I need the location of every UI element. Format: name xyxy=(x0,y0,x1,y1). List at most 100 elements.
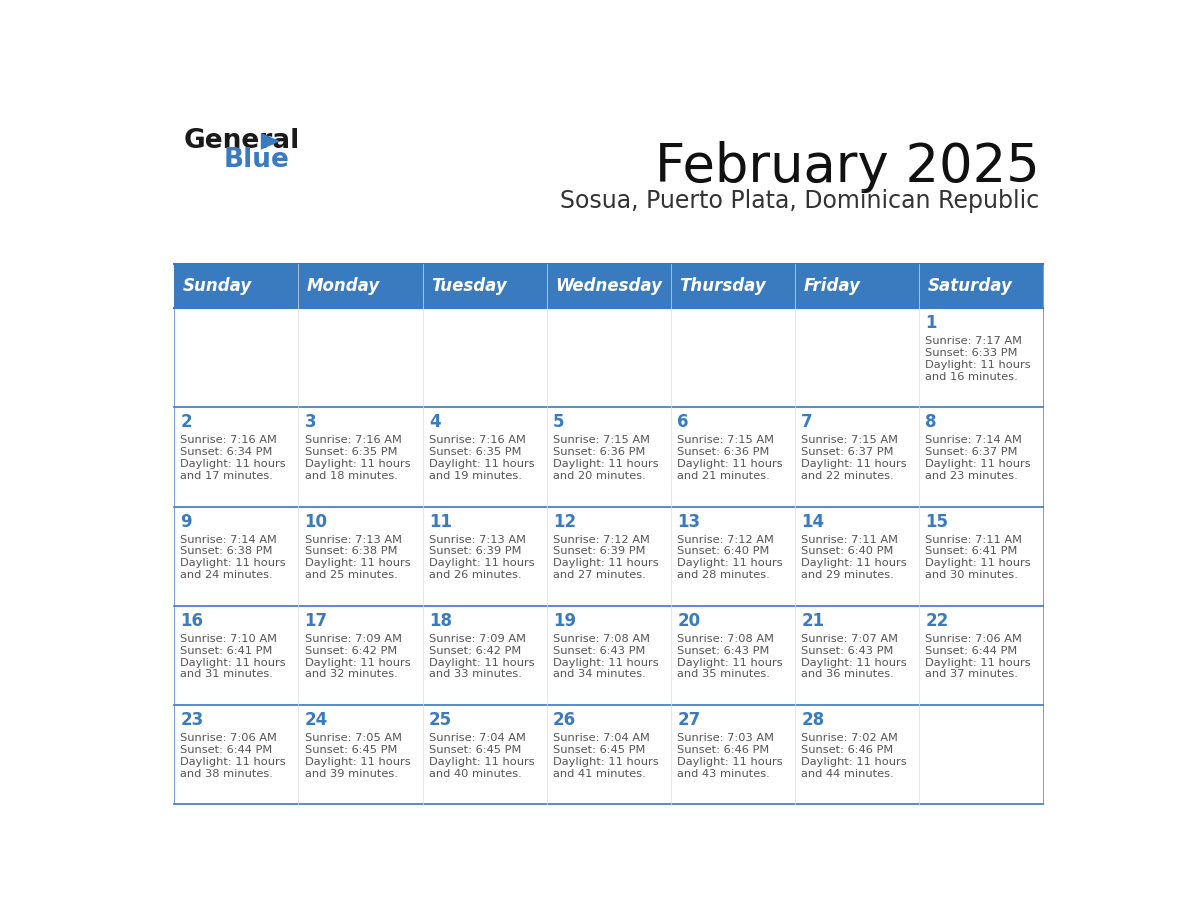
Text: Daylight: 11 hours: Daylight: 11 hours xyxy=(304,459,410,469)
Bar xyxy=(795,308,920,408)
Text: Sunday: Sunday xyxy=(183,277,252,296)
Text: 20: 20 xyxy=(677,611,700,630)
Text: Sunset: 6:33 PM: Sunset: 6:33 PM xyxy=(925,348,1018,358)
Text: Daylight: 11 hours: Daylight: 11 hours xyxy=(677,657,783,667)
Bar xyxy=(546,264,671,308)
Bar xyxy=(920,705,1043,804)
Text: Sunrise: 7:06 AM: Sunrise: 7:06 AM xyxy=(181,733,277,743)
Text: Daylight: 11 hours: Daylight: 11 hours xyxy=(552,657,658,667)
Bar xyxy=(423,507,546,606)
Bar xyxy=(175,606,298,705)
Text: Sunset: 6:45 PM: Sunset: 6:45 PM xyxy=(552,744,645,755)
Text: Daylight: 11 hours: Daylight: 11 hours xyxy=(552,459,658,469)
Text: 15: 15 xyxy=(925,512,948,531)
Text: and 25 minutes.: and 25 minutes. xyxy=(304,570,398,580)
Text: Sosua, Puerto Plata, Dominican Republic: Sosua, Puerto Plata, Dominican Republic xyxy=(561,188,1040,213)
Text: and 38 minutes.: and 38 minutes. xyxy=(181,768,273,778)
Text: General: General xyxy=(183,128,299,153)
Text: Sunset: 6:38 PM: Sunset: 6:38 PM xyxy=(304,546,397,556)
Bar xyxy=(546,308,671,408)
Text: Sunrise: 7:04 AM: Sunrise: 7:04 AM xyxy=(552,733,650,743)
Text: Sunset: 6:36 PM: Sunset: 6:36 PM xyxy=(552,447,645,457)
Text: Sunset: 6:46 PM: Sunset: 6:46 PM xyxy=(677,744,770,755)
Text: Sunset: 6:40 PM: Sunset: 6:40 PM xyxy=(677,546,770,556)
Bar xyxy=(175,308,298,408)
Bar xyxy=(546,408,671,507)
Bar xyxy=(175,408,298,507)
Text: and 36 minutes.: and 36 minutes. xyxy=(801,669,895,679)
Text: and 39 minutes.: and 39 minutes. xyxy=(304,768,398,778)
Text: 16: 16 xyxy=(181,611,203,630)
Text: 7: 7 xyxy=(801,413,813,431)
Text: Sunrise: 7:03 AM: Sunrise: 7:03 AM xyxy=(677,733,775,743)
Text: Sunset: 6:39 PM: Sunset: 6:39 PM xyxy=(429,546,522,556)
Text: Daylight: 11 hours: Daylight: 11 hours xyxy=(304,657,410,667)
Text: Sunrise: 7:13 AM: Sunrise: 7:13 AM xyxy=(304,534,402,544)
Bar xyxy=(546,705,671,804)
Text: and 17 minutes.: and 17 minutes. xyxy=(181,471,273,481)
Text: Daylight: 11 hours: Daylight: 11 hours xyxy=(925,360,1031,370)
Text: and 32 minutes.: and 32 minutes. xyxy=(304,669,398,679)
Bar xyxy=(175,705,298,804)
Bar xyxy=(298,308,423,408)
Text: 14: 14 xyxy=(801,512,824,531)
Text: Daylight: 11 hours: Daylight: 11 hours xyxy=(677,756,783,767)
Text: and 16 minutes.: and 16 minutes. xyxy=(925,372,1018,382)
Text: and 31 minutes.: and 31 minutes. xyxy=(181,669,273,679)
Text: and 20 minutes.: and 20 minutes. xyxy=(552,471,646,481)
Text: and 24 minutes.: and 24 minutes. xyxy=(181,570,273,580)
Text: Sunrise: 7:02 AM: Sunrise: 7:02 AM xyxy=(801,733,898,743)
Text: Daylight: 11 hours: Daylight: 11 hours xyxy=(304,756,410,767)
Bar xyxy=(795,705,920,804)
Text: Sunset: 6:41 PM: Sunset: 6:41 PM xyxy=(925,546,1018,556)
Bar xyxy=(795,408,920,507)
Text: Daylight: 11 hours: Daylight: 11 hours xyxy=(181,459,286,469)
Text: Daylight: 11 hours: Daylight: 11 hours xyxy=(552,756,658,767)
Text: and 26 minutes.: and 26 minutes. xyxy=(429,570,522,580)
Text: and 34 minutes.: and 34 minutes. xyxy=(552,669,646,679)
Text: Daylight: 11 hours: Daylight: 11 hours xyxy=(181,657,286,667)
Text: Sunrise: 7:13 AM: Sunrise: 7:13 AM xyxy=(429,534,526,544)
Text: February 2025: February 2025 xyxy=(655,140,1040,193)
Text: Sunrise: 7:06 AM: Sunrise: 7:06 AM xyxy=(925,633,1023,644)
Text: Sunset: 6:36 PM: Sunset: 6:36 PM xyxy=(677,447,770,457)
Text: Sunrise: 7:14 AM: Sunrise: 7:14 AM xyxy=(181,534,277,544)
Text: Daylight: 11 hours: Daylight: 11 hours xyxy=(552,558,658,568)
Bar xyxy=(423,606,546,705)
Text: and 28 minutes.: and 28 minutes. xyxy=(677,570,770,580)
Bar xyxy=(298,705,423,804)
Text: Tuesday: Tuesday xyxy=(431,277,507,296)
Text: and 23 minutes.: and 23 minutes. xyxy=(925,471,1018,481)
Text: and 35 minutes.: and 35 minutes. xyxy=(677,669,770,679)
Text: Sunrise: 7:10 AM: Sunrise: 7:10 AM xyxy=(181,633,278,644)
Text: Blue: Blue xyxy=(225,147,290,173)
Text: Sunset: 6:37 PM: Sunset: 6:37 PM xyxy=(925,447,1018,457)
Text: Sunrise: 7:12 AM: Sunrise: 7:12 AM xyxy=(677,534,775,544)
Text: and 40 minutes.: and 40 minutes. xyxy=(429,768,522,778)
Text: Sunset: 6:44 PM: Sunset: 6:44 PM xyxy=(925,645,1018,655)
Bar xyxy=(920,507,1043,606)
Text: Daylight: 11 hours: Daylight: 11 hours xyxy=(429,558,535,568)
Bar xyxy=(298,606,423,705)
Text: Sunrise: 7:08 AM: Sunrise: 7:08 AM xyxy=(552,633,650,644)
Bar xyxy=(423,705,546,804)
Text: Sunset: 6:43 PM: Sunset: 6:43 PM xyxy=(677,645,770,655)
Text: and 29 minutes.: and 29 minutes. xyxy=(801,570,895,580)
Bar xyxy=(920,606,1043,705)
Text: Sunrise: 7:12 AM: Sunrise: 7:12 AM xyxy=(552,534,650,544)
Text: Wednesday: Wednesday xyxy=(556,277,663,296)
Text: 8: 8 xyxy=(925,413,937,431)
Text: Sunset: 6:42 PM: Sunset: 6:42 PM xyxy=(304,645,397,655)
Bar xyxy=(423,408,546,507)
Text: Monday: Monday xyxy=(308,277,380,296)
Bar xyxy=(795,606,920,705)
Text: Sunset: 6:40 PM: Sunset: 6:40 PM xyxy=(801,546,893,556)
Text: Sunset: 6:38 PM: Sunset: 6:38 PM xyxy=(181,546,273,556)
Text: 9: 9 xyxy=(181,512,192,531)
Text: Daylight: 11 hours: Daylight: 11 hours xyxy=(181,558,286,568)
Text: Saturday: Saturday xyxy=(928,277,1013,296)
Text: 12: 12 xyxy=(552,512,576,531)
Text: Sunrise: 7:16 AM: Sunrise: 7:16 AM xyxy=(429,435,525,445)
Text: Sunset: 6:42 PM: Sunset: 6:42 PM xyxy=(429,645,522,655)
Text: and 19 minutes.: and 19 minutes. xyxy=(429,471,522,481)
